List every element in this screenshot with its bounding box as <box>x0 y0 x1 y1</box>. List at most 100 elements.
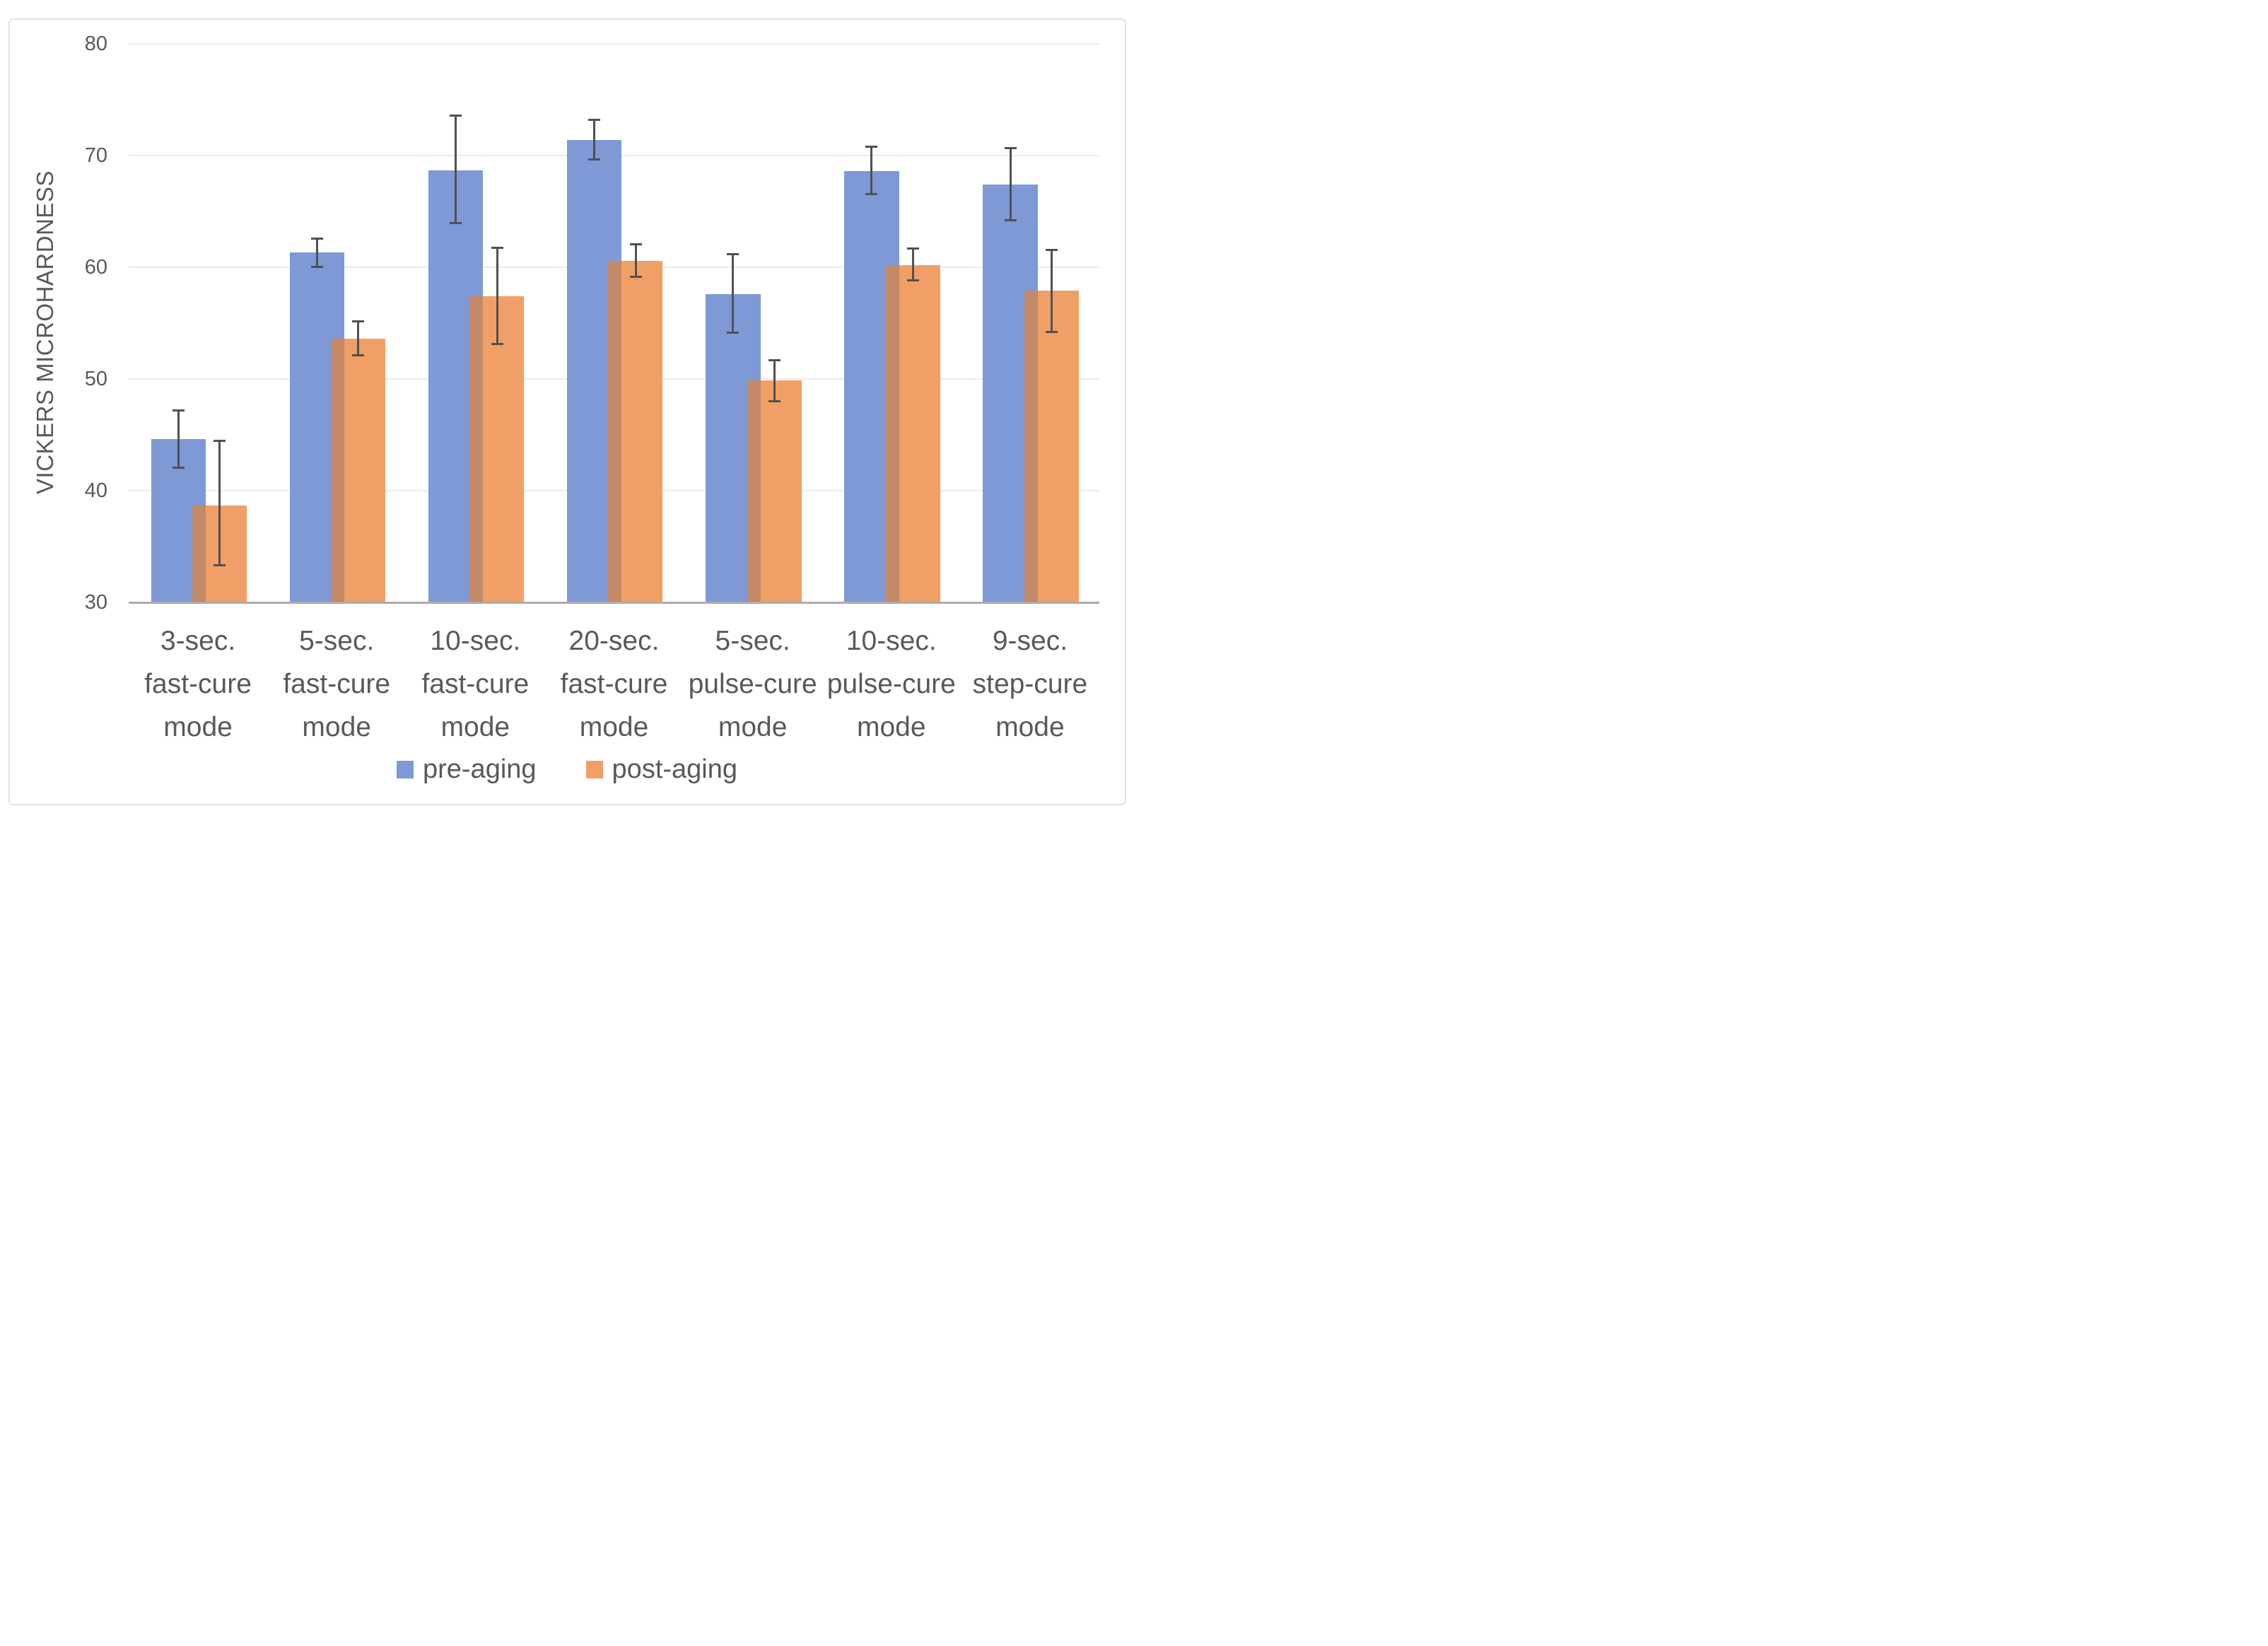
error-bar-line <box>177 410 180 469</box>
error-bar-cap-top <box>588 119 601 122</box>
error-bar-line <box>1009 147 1012 221</box>
error-bar-line <box>315 238 318 267</box>
x-category-label-line: 20-sec. <box>568 626 660 656</box>
error-bar-cap-bottom <box>491 343 503 346</box>
x-category-label-line: 10-sec. <box>430 626 521 656</box>
x-category-label: 5-sec. pulse-cure mode <box>689 619 817 749</box>
error-bar-cap-bottom <box>768 399 781 402</box>
x-axis-category-labels: 3-sec. fast-cure mode 5-sec. fast-cure mode 10… <box>129 619 1099 754</box>
error-bar-line <box>218 440 221 566</box>
bar-post-aging <box>608 260 663 602</box>
error-bar-line <box>773 360 776 402</box>
error-bar-cap-bottom <box>352 354 365 356</box>
x-category-label-line: fast-cure <box>283 669 391 699</box>
bar-post-aging <box>331 339 386 602</box>
legend-label: pre-aging <box>422 754 537 784</box>
error-bar-line <box>455 115 457 224</box>
x-category-label-line: fast-cure <box>560 669 668 699</box>
x-category-label-line: mode <box>718 712 788 742</box>
error-bar-cap-top <box>865 146 878 148</box>
x-category-label-line: mode <box>579 712 649 742</box>
error-bar-cap-top <box>727 253 740 256</box>
x-category-label-line: 9-sec. <box>992 626 1068 656</box>
error-bar-cap-bottom <box>865 193 878 196</box>
bar-post-aging <box>469 296 525 602</box>
error-bar-cap-top <box>450 115 462 117</box>
error-bar-cap-bottom <box>1046 330 1058 333</box>
x-category-label-line: mode <box>302 712 371 742</box>
bar-overlap-shade <box>331 339 345 602</box>
x-category-label-line: mode <box>857 712 926 742</box>
y-axis-title: VICKERS MICROHARDNESS <box>32 170 58 494</box>
error-bar-cap-top <box>1046 248 1058 251</box>
error-bar-cap-top <box>352 320 365 322</box>
error-bar-line <box>357 320 360 356</box>
bar-post-aging <box>1024 291 1079 602</box>
bar-overlap-shade <box>747 380 761 602</box>
error-bar-cap-top <box>491 246 503 249</box>
x-category-label-line: step-cure <box>972 669 1088 699</box>
error-bar-cap-bottom <box>588 158 601 161</box>
x-category-label: 3-sec. fast-cure mode <box>144 619 252 749</box>
x-category-label-line: 3-sec. <box>160 626 236 656</box>
error-bar-cap-top <box>906 247 919 250</box>
error-bar-cap-bottom <box>629 276 642 279</box>
error-bar-line <box>870 146 873 195</box>
bar-overlap-shade <box>192 505 206 602</box>
y-tick-label: 60 <box>84 256 107 279</box>
bar-overlap-shade <box>469 296 484 602</box>
error-bar-line <box>593 119 596 160</box>
error-bar-cap-top <box>768 359 781 362</box>
x-category-label: 10-sec. fast-cure mode <box>421 619 529 749</box>
error-bar-cap-top <box>214 439 226 442</box>
y-tick-label: 50 <box>84 368 107 390</box>
legend: pre-aging post-aging <box>0 755 1134 783</box>
legend-label: post-aging <box>612 754 738 784</box>
y-tick-label: 40 <box>84 479 107 502</box>
error-bar-cap-top <box>172 409 185 412</box>
x-axis-line <box>129 602 1099 604</box>
error-bar-line <box>634 243 637 278</box>
x-category-label: 9-sec. step-cure mode <box>973 619 1088 749</box>
error-bar-cap-top <box>1004 146 1017 149</box>
error-bar-cap-top <box>310 237 323 240</box>
legend-item-post-aging: post-aging <box>585 754 738 784</box>
x-category-label-line: mode <box>163 712 233 742</box>
x-category-label: 20-sec. fast-cure mode <box>561 619 668 749</box>
legend-swatch-post-aging <box>585 760 603 778</box>
error-bar-cap-bottom <box>450 222 462 225</box>
legend-swatch-pre-aging <box>396 760 414 778</box>
bar-overlap-shade <box>885 264 899 602</box>
x-category-label-line: mode <box>440 712 510 742</box>
y-tick-label: 30 <box>84 591 107 614</box>
plot-area <box>129 43 1099 604</box>
bar-post-aging <box>747 380 802 602</box>
x-category-label-line: mode <box>995 712 1065 742</box>
x-category-label-line: 10-sec. <box>846 626 937 656</box>
error-bar-line <box>1051 249 1053 332</box>
error-bar-line <box>732 254 735 334</box>
error-bar-cap-bottom <box>727 332 740 334</box>
x-category-label: 5-sec. fast-cure mode <box>283 619 390 749</box>
error-bar-cap-bottom <box>906 279 919 281</box>
y-tick-label: 70 <box>84 144 107 167</box>
x-category-label-line: 5-sec. <box>715 626 790 656</box>
error-bar-cap-bottom <box>214 564 226 566</box>
error-bar-cap-bottom <box>1004 218 1017 221</box>
bar-post-aging <box>885 264 940 602</box>
gridline <box>129 43 1099 45</box>
error-bar-line <box>496 247 498 344</box>
legend-item-pre-aging: pre-aging <box>396 754 537 784</box>
x-category-label-line: pulse-cure <box>688 669 817 699</box>
bar-overlap-shade <box>608 260 622 602</box>
error-bar-cap-bottom <box>172 467 185 469</box>
x-category-label-line: 5-sec. <box>299 626 375 656</box>
y-tick-label: 80 <box>84 33 107 55</box>
x-category-label: 10-sec. pulse-cure mode <box>827 619 956 749</box>
bar-overlap-shade <box>1024 291 1038 602</box>
x-category-label-line: pulse-cure <box>826 669 956 699</box>
x-category-label-line: fast-cure <box>421 669 530 699</box>
error-bar-cap-bottom <box>310 266 323 268</box>
error-bar-cap-top <box>629 243 642 245</box>
x-category-label-line: fast-cure <box>144 669 252 699</box>
